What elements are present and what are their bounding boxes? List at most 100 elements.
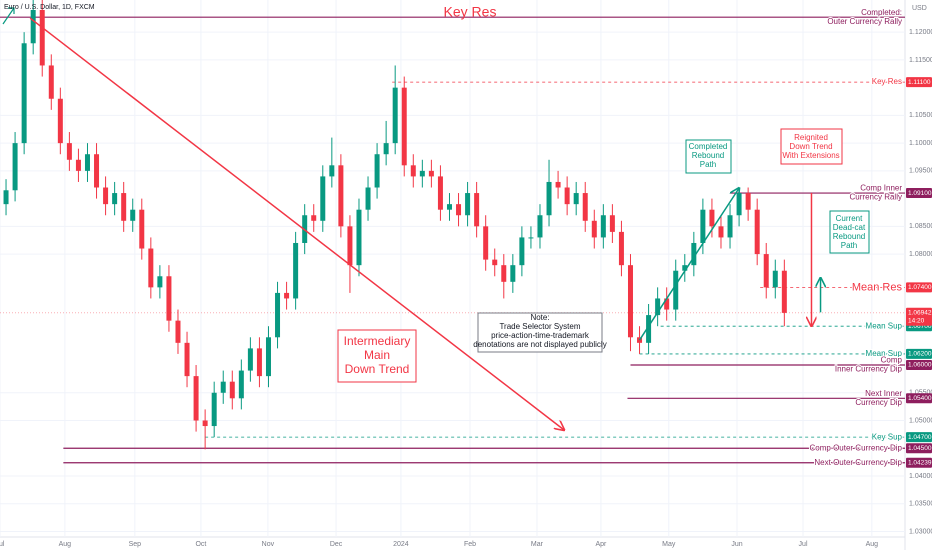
- candle-body: [21, 43, 27, 144]
- candle-body: [501, 265, 507, 282]
- candle-body: [347, 226, 353, 266]
- rebound-box: [685, 139, 732, 174]
- x-tick-label: Aug: [866, 541, 879, 548]
- price-badge: [906, 443, 932, 454]
- candle-body: [256, 348, 262, 377]
- y-tick-label: 1.12000: [909, 29, 932, 36]
- candle-body: [112, 193, 118, 205]
- level-label: Outer Currency Rally: [827, 17, 902, 26]
- y-tick-label: 1.03000: [909, 528, 932, 535]
- candle-body: [238, 370, 244, 399]
- x-tick-label: 2024: [393, 541, 409, 548]
- candle-body: [492, 259, 498, 266]
- candle-body: [419, 170, 425, 177]
- annotation: Down Trend: [789, 142, 832, 151]
- y-tick-label: 1.08000: [909, 251, 932, 258]
- candle-body: [202, 420, 208, 427]
- candle-body: [465, 193, 471, 216]
- candle-body: [392, 87, 398, 144]
- key-res-title: Key Res: [444, 4, 497, 20]
- candle-body: [293, 242, 299, 299]
- price-badge-label: 1.09100: [908, 190, 932, 197]
- candle-body: [700, 209, 706, 243]
- candle-body: [474, 193, 480, 227]
- x-tick-label: Dec: [330, 541, 343, 548]
- price-badge: [906, 348, 932, 359]
- price-badge-label: 1.11100: [908, 79, 931, 86]
- candle-body: [582, 193, 588, 221]
- candle-body: [365, 187, 371, 210]
- price-badge: [906, 282, 932, 293]
- candle-body: [546, 181, 552, 216]
- candle-body: [664, 298, 670, 310]
- candle-body: [401, 87, 407, 166]
- candle-body: [410, 165, 416, 177]
- level-label: Currency Dip: [855, 398, 902, 407]
- candle-body: [736, 193, 742, 216]
- annotation: Rebound: [692, 151, 724, 160]
- annotation: Path: [841, 241, 857, 250]
- candle-body: [627, 265, 633, 338]
- y-tick-label: 1.10500: [909, 112, 932, 119]
- annotation: Intermediary: [344, 334, 411, 348]
- candle-body: [772, 270, 778, 288]
- level-label: Mean Sup: [866, 349, 903, 358]
- price-badge-label: 1.05400: [908, 395, 932, 402]
- x-tick-label: Jul: [0, 541, 5, 548]
- annotation: With Extensions: [782, 151, 839, 160]
- trend-line: [638, 188, 740, 341]
- y-tick-label: 1.08500: [909, 223, 932, 230]
- level-label: Inner Currency Dip: [835, 365, 903, 374]
- candle-body: [718, 226, 724, 238]
- annotation: Path: [700, 160, 716, 169]
- annotation: denotations are not displayed publicly: [473, 340, 606, 349]
- annotations: Intermediary Main Down Trend Note: Trade…: [2, 4, 870, 383]
- annotation: Note:: [530, 313, 549, 322]
- level-label: Comp Inner: [860, 184, 902, 193]
- y-tick-label: 1.10000: [909, 140, 932, 147]
- annotation: Main: [364, 348, 390, 362]
- candle-body: [673, 270, 679, 310]
- price-badge: [906, 457, 932, 468]
- candle-body: [564, 187, 570, 205]
- candle-body: [338, 165, 344, 227]
- candle-body: [320, 176, 326, 221]
- x-tick-label: Jul: [799, 541, 808, 548]
- price-badge: [906, 188, 932, 199]
- price-badge-label: 1.04500: [908, 445, 932, 452]
- candle-body: [573, 193, 579, 205]
- candle-body: [121, 193, 127, 221]
- candle-body: [646, 315, 652, 343]
- y-tick-label: 1.04000: [909, 473, 932, 480]
- candle-body: [130, 209, 136, 221]
- x-tick-label: Nov: [262, 541, 275, 548]
- candle-body: [519, 237, 525, 266]
- candle-body: [3, 190, 9, 205]
- candle-body: [555, 181, 561, 188]
- currency: USD: [912, 5, 927, 12]
- candle-body: [709, 209, 715, 227]
- level-label: Mean Res: [852, 281, 903, 293]
- price-badge: [906, 393, 932, 404]
- candle-body: [229, 381, 235, 399]
- deadcat-box: [829, 210, 870, 254]
- annotation: Reignited: [794, 133, 828, 142]
- candle-body: [437, 176, 443, 210]
- x-tick-label: Sep: [129, 541, 142, 548]
- candle-body: [211, 392, 217, 427]
- annotation: Current: [836, 214, 863, 223]
- price-badge-label: 1.06200: [908, 351, 932, 358]
- last-price-badge: [906, 307, 932, 326]
- level-label: Key Res: [872, 77, 902, 86]
- candle-body: [383, 143, 389, 155]
- candle-body: [446, 204, 452, 210]
- arrow-icon: [2, 7, 15, 25]
- x-tick-label: Aug: [59, 541, 72, 548]
- price-badge-label: 1.06700: [908, 323, 932, 330]
- candle-body: [103, 187, 109, 205]
- x-tick-label: Mar: [531, 541, 544, 548]
- candle-body: [754, 209, 760, 255]
- price-badge-label: 1.04700: [908, 434, 932, 441]
- reignited-box: [780, 128, 843, 165]
